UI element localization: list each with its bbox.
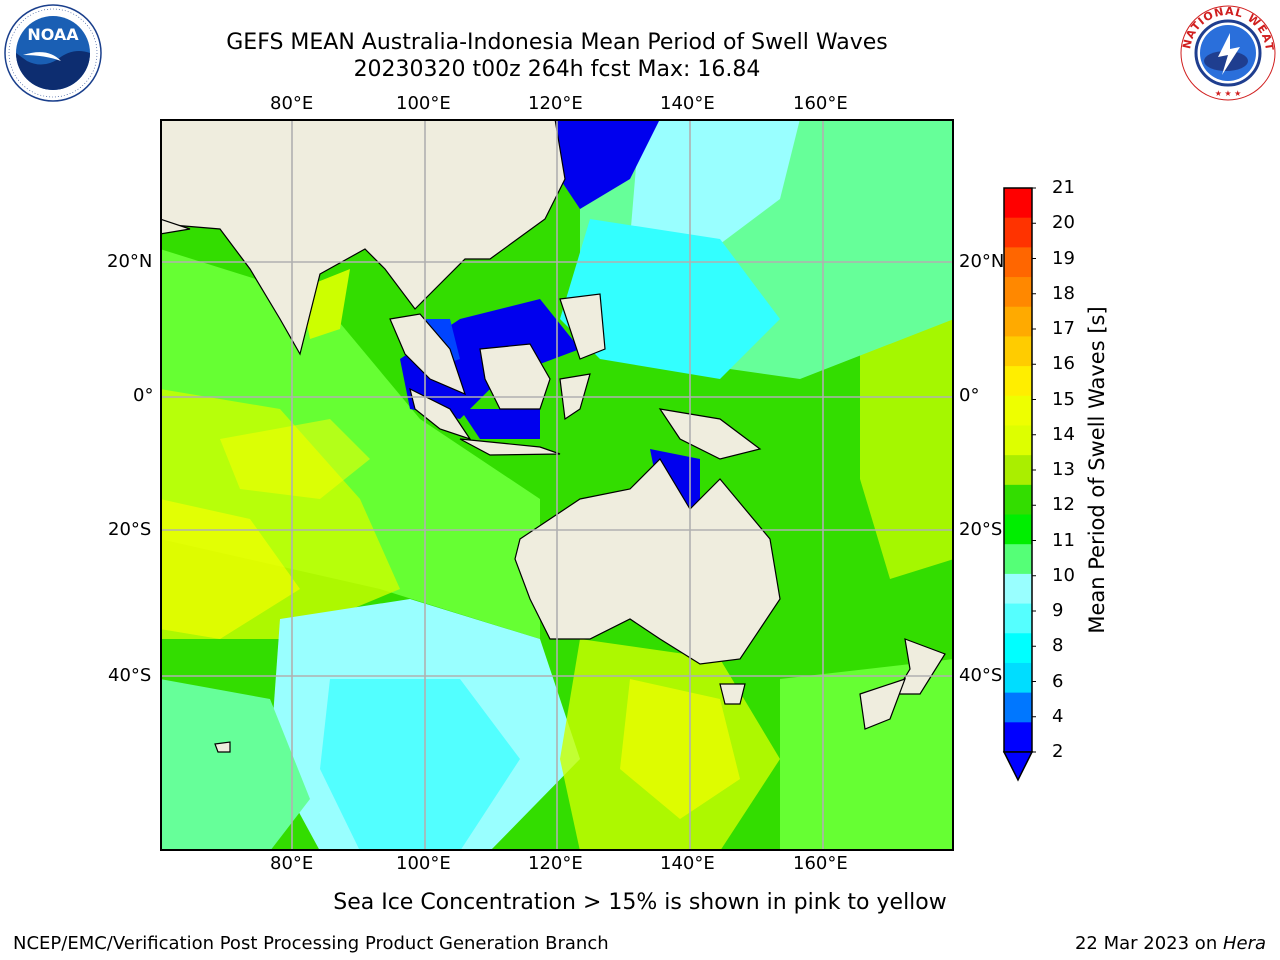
colorbar-swatch [1004,217,1032,248]
ocean-band-yellow-central [220,419,370,499]
colorbar-swatch [1004,395,1032,426]
nws-logo: NATIONAL WEATHER SERVICE ★ ★ ★ [1178,3,1276,101]
lat-tick-left: 0° [133,385,154,406]
colorbar-swatch [1004,188,1032,219]
lat-tick-left: 20°S [108,519,152,540]
lat-tick-right: 0° [959,385,980,406]
colorbar-tick-label: 10 [1052,564,1075,586]
lon-tick-top: 140°E [660,93,715,114]
colorbar-swatch [1004,484,1032,516]
colorbar-tick-label: 17 [1052,318,1075,339]
colorbar-tick-label: 20 [1052,212,1075,234]
lon-tick-bottom: 120°E [528,853,583,874]
colorbar-tick-label: 19 [1052,247,1075,269]
lat-tick-right: 20°S [959,519,1003,540]
sea-java [460,409,540,439]
land-australia [514,458,781,665]
land-asia [160,119,566,356]
lon-tick-top: 120°E [528,93,583,114]
svg-text:★ ★ ★: ★ ★ ★ [1215,89,1242,98]
land-philippines [559,293,606,360]
graticule [160,119,954,851]
lon-tick-bottom: 140°E [660,853,715,874]
ocean-band-tasman [780,659,954,851]
land-new-zealand-south [859,678,907,730]
colorbar-tick-label: 12 [1052,494,1075,516]
map-subtitle: 20230320 t00z 264h fcst Max: 16.84 [353,57,761,82]
map-frame [160,119,954,851]
colorbar-tick-label: 11 [1052,529,1075,551]
colorbar-swatch [1004,336,1032,367]
lon-tick-bottom: 80°E [270,853,314,874]
ocean-band-southern-cyan-core [320,679,520,851]
lat-tick-right: 20°N [959,251,1005,272]
colorbar-swatch [1004,692,1032,723]
colorbar-swatch [1004,514,1032,545]
ocean-band-pacific-yellow [860,299,954,579]
colorbar-swatch [1004,722,1032,753]
machine-name: Hera [1222,933,1266,954]
lon-tick-bottom: 100°E [396,853,451,874]
colorbar-swatch [1004,425,1032,456]
colorbar [1002,187,1036,782]
colorbar-title: Mean Period of Swell Waves [s] [1085,306,1109,634]
lon-tick-top: 100°E [396,93,451,114]
colorbar-tick-label: 18 [1052,282,1075,304]
colorbar-tick-label: 6 [1052,670,1064,692]
colorbar-swatch [1004,573,1032,605]
land-new-zealand-north [893,638,946,695]
colorbar-extend-arrow [1002,751,1034,782]
colorbar-tick-label: 14 [1052,423,1075,445]
colorbar-swatch [1004,662,1032,694]
colorbar-tick-label: 13 [1052,459,1075,480]
colorbar-tick-label: 21 [1052,177,1075,198]
land-new-guinea [658,408,762,460]
colorbar-swatch [1004,277,1032,308]
swell-period-map [160,119,954,851]
sea-ice-note: Sea Ice Concentration > 15% is shown in … [333,890,947,915]
land-malay-peninsula [389,313,466,396]
land-tasmania [719,683,746,705]
land-java [459,438,561,456]
date-text: 22 Mar 2023 on Hera [1075,933,1266,954]
colorbar-swatch [1004,455,1032,486]
colorbar-tick-label: 8 [1052,635,1064,657]
lat-tick-right: 40°S [959,665,1003,686]
ocean-band-pacific-cyan [630,119,800,259]
ocean-band-south-aus-core [620,679,740,819]
colorbar-tick-label: 4 [1052,705,1064,727]
land-arabia-edge [160,218,191,235]
colorbar-tick-label: 2 [1052,741,1064,762]
colorbar-swatch [1004,247,1032,278]
colorbar-swatch [1004,306,1032,337]
map-title: GEFS MEAN Australia-Indonesia Mean Perio… [226,30,888,55]
noaa-logo-text: NOAA [27,25,79,44]
lon-tick-bottom: 160°E [793,853,848,874]
colorbar-tick-label: 15 [1052,388,1075,410]
colorbar-swatch [1004,633,1032,664]
colorbar-tick-label: 9 [1052,600,1064,621]
colorbar-swatch [1004,366,1032,397]
land-kerguelen [214,741,231,753]
colorbar-tick-label: 16 [1052,353,1075,375]
credit-text: NCEP/EMC/Verification Post Processing Pr… [13,933,609,954]
ocean-band-sw [160,679,310,851]
lat-tick-left: 20°N [107,251,153,272]
ocean-band-scs-cyan [560,219,780,379]
sea-east-china [550,119,660,209]
lon-tick-top: 80°E [270,93,314,114]
colorbar-swatch [1004,544,1032,575]
lon-tick-top: 160°E [793,93,848,114]
ocean-band-yellow-west-core [160,499,300,639]
lat-tick-left: 40°S [108,665,152,686]
date-value: 22 Mar 2023 on [1074,933,1223,954]
colorbar-swatch [1004,603,1032,634]
noaa-logo: NOAA [4,4,102,102]
land-borneo [479,343,551,410]
